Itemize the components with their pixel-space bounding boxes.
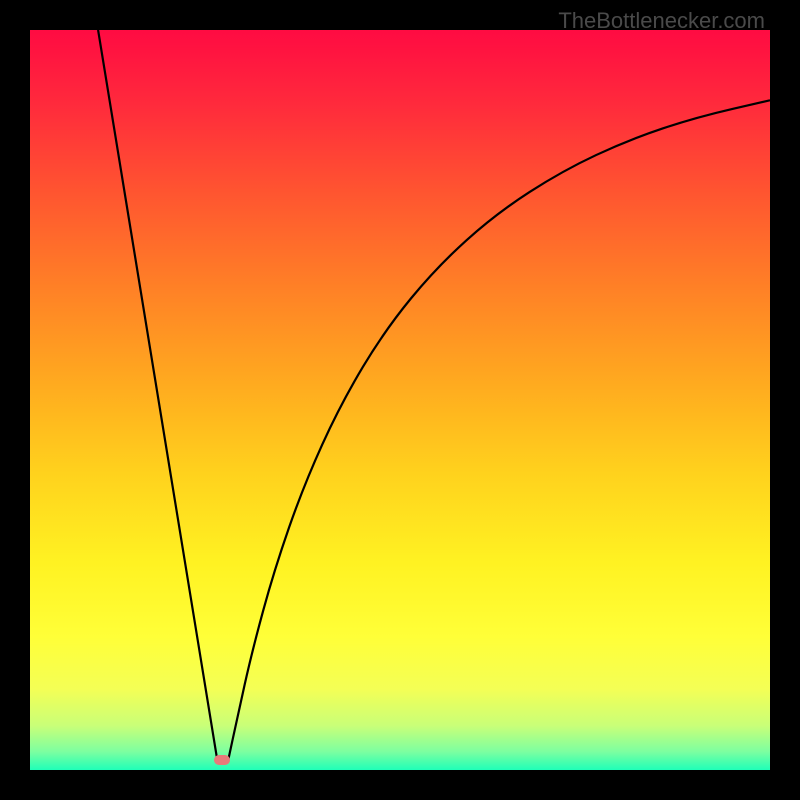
- chart-container: TheBottlenecker.com: [0, 0, 800, 800]
- plot-area: [30, 30, 770, 770]
- bottleneck-curve: [30, 30, 770, 770]
- optimal-point-marker: [214, 755, 230, 765]
